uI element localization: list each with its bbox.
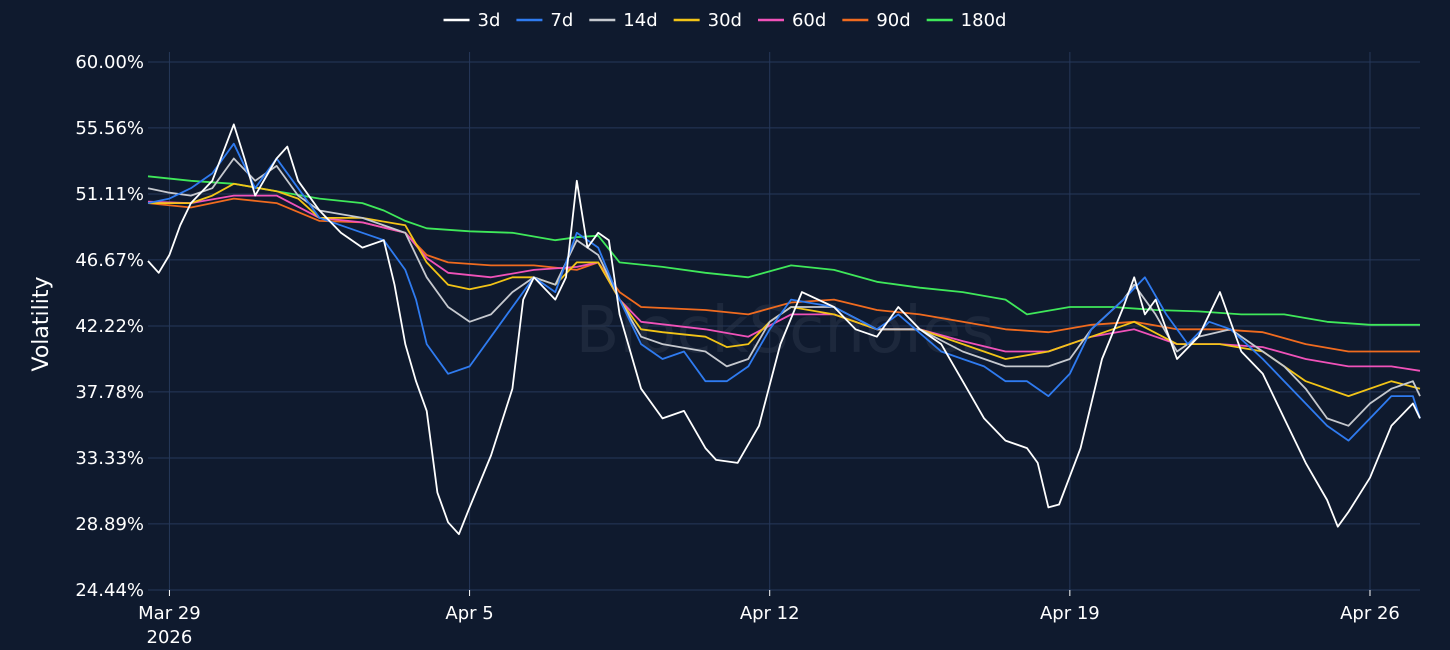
y-tick-label: 28.89% (75, 514, 144, 535)
legend-label-7d[interactable]: 7d (550, 10, 573, 31)
series-line-30d (148, 182, 1421, 397)
x-axis-ticks: Mar 29 2026 Apr 5 Apr 12 Apr 19 Apr 26 (138, 590, 1400, 648)
y-tick-label: 33.33% (75, 448, 144, 469)
legend-label-180d[interactable]: 180d (961, 10, 1007, 31)
legend-label-14d[interactable]: 14d (623, 10, 657, 31)
y-tick-label: 60.00% (75, 52, 144, 73)
x-tick-label: Apr 26 (1340, 603, 1400, 624)
series-line-14d (147, 157, 1421, 427)
y-tick-label: 24.44% (75, 580, 144, 601)
x-tick-label: Apr 5 (445, 603, 493, 624)
y-tick-label: 42.22% (75, 316, 144, 337)
grid (148, 52, 1420, 591)
x-tick-label: Apr 12 (740, 603, 800, 624)
y-tick-label: 46.67% (75, 250, 144, 271)
x-tick-label: Mar 29 (138, 603, 201, 624)
x-tick-sublabel: 2026 (147, 627, 193, 648)
y-tick-label: 51.11% (75, 184, 144, 205)
series-line-7d (147, 142, 1421, 442)
y-tick-label: 37.78% (75, 382, 144, 403)
legend-label-30d[interactable]: 30d (708, 10, 742, 31)
legend-label-60d[interactable]: 60d (792, 10, 826, 31)
y-axis-ticks: 60.00% 55.56% 51.11% 46.67% 42.22% 37.78% 33.3… (75, 52, 144, 601)
x-tick-label: Apr 19 (1040, 603, 1100, 624)
legend: 3d 7d 14d 30d 60d 90d 180d (443, 10, 1007, 31)
series-lines (147, 123, 1421, 536)
legend-label-3d[interactable]: 3d (478, 10, 501, 31)
series-line-3d (147, 123, 1421, 536)
legend-label-90d[interactable]: 90d (876, 10, 910, 31)
y-axis-title: Volatility (29, 276, 54, 371)
series-line-180d (147, 175, 1420, 326)
y-tick-label: 55.56% (75, 118, 144, 139)
